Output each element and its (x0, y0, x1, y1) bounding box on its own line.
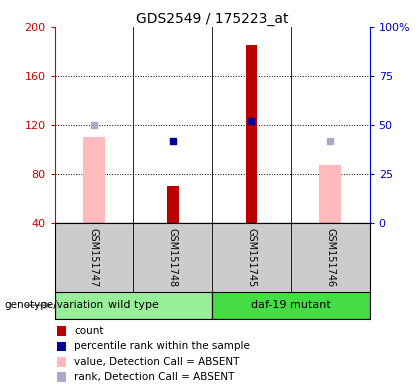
Text: value, Detection Call = ABSENT: value, Detection Call = ABSENT (74, 357, 240, 367)
Bar (246, 45, 257, 223)
Text: daf-19 mutant: daf-19 mutant (251, 300, 331, 310)
Text: rank, Detection Call = ABSENT: rank, Detection Call = ABSENT (74, 372, 235, 382)
Bar (319, 165, 341, 223)
Text: genotype/variation: genotype/variation (4, 300, 103, 310)
Bar (167, 186, 178, 223)
Title: GDS2549 / 175223_at: GDS2549 / 175223_at (136, 12, 289, 26)
Text: percentile rank within the sample: percentile rank within the sample (74, 341, 250, 351)
Text: GSM151747: GSM151747 (89, 228, 99, 287)
Bar (55, 292, 212, 319)
Text: GSM151746: GSM151746 (325, 228, 335, 287)
Bar (83, 137, 105, 223)
Text: count: count (74, 326, 104, 336)
Text: GSM151745: GSM151745 (247, 228, 257, 287)
Text: GSM151748: GSM151748 (168, 228, 178, 287)
Text: wild type: wild type (108, 300, 159, 310)
Bar (212, 292, 370, 319)
